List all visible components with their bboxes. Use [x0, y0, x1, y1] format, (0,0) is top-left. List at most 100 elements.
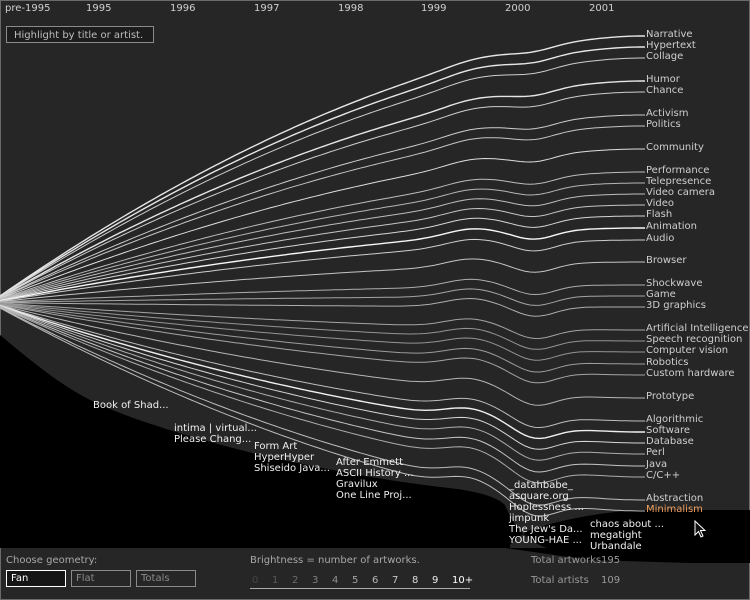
category-label[interactable]: Abstraction: [646, 493, 704, 504]
category-line[interactable]: [0, 302, 645, 340]
artwork-label[interactable]: intima | virtual...: [174, 423, 257, 434]
artwork-label[interactable]: jimpunk: [509, 513, 550, 524]
category-label[interactable]: Computer vision: [646, 345, 729, 356]
category-line[interactable]: [0, 35, 645, 297]
total-artists-label: Total artists: [531, 575, 589, 586]
category-line[interactable]: [0, 306, 645, 484]
category-line[interactable]: [0, 307, 645, 517]
brightness-tick: 5: [352, 575, 359, 586]
category-line[interactable]: [0, 306, 645, 473]
artwork-label[interactable]: Form Art: [254, 441, 298, 452]
category-label[interactable]: Speech recognition: [646, 334, 743, 345]
category-line[interactable]: [0, 182, 645, 300]
category-label[interactable]: Audio: [646, 233, 675, 244]
category-line[interactable]: [0, 57, 645, 298]
category-label[interactable]: Activism: [646, 108, 689, 119]
category-label[interactable]: Performance: [646, 165, 710, 176]
category-label[interactable]: Video: [646, 198, 675, 209]
category-line[interactable]: [0, 125, 645, 299]
category-label[interactable]: Java: [646, 459, 668, 470]
artwork-region-base: [0, 335, 750, 563]
category-label[interactable]: Custom hardware: [646, 368, 735, 379]
category-label[interactable]: Perl: [646, 447, 665, 458]
category-line[interactable]: [0, 171, 645, 300]
category-line[interactable]: [0, 46, 645, 297]
artwork-label[interactable]: Book of Shad...: [93, 400, 169, 411]
highlight-search-input[interactable]: Highlight by title or artist.: [6, 26, 154, 43]
category-label[interactable]: Animation: [646, 221, 697, 232]
brightness-scale-line: [250, 588, 470, 589]
category-line[interactable]: [0, 303, 645, 361]
category-label[interactable]: Video camera: [646, 187, 715, 198]
category-label[interactable]: Browser: [646, 255, 687, 266]
artwork-label[interactable]: Shiseido Java...: [254, 463, 330, 474]
category-label[interactable]: Minimalism: [646, 504, 703, 515]
geometry-option-flat[interactable]: Flat: [71, 570, 131, 587]
artwork-label[interactable]: Gravilux: [336, 479, 378, 490]
artwork-label[interactable]: One Line Proj...: [336, 490, 412, 501]
category-label[interactable]: Robotics: [646, 357, 689, 368]
category-line[interactable]: [0, 307, 645, 506]
category-line[interactable]: [0, 305, 645, 450]
geometry-option-fan[interactable]: Fan: [6, 570, 66, 587]
category-line[interactable]: [0, 304, 645, 429]
category-line[interactable]: [0, 305, 645, 440]
category-label[interactable]: Database: [646, 436, 694, 447]
category-label[interactable]: Politics: [646, 119, 681, 130]
artwork-label[interactable]: HyperHyper: [254, 452, 315, 463]
category-label[interactable]: Algorithmic: [646, 414, 704, 425]
category-line[interactable]: [0, 227, 645, 302]
artwork-label[interactable]: chaos about ...: [590, 519, 665, 530]
category-label[interactable]: Artificial Intelligence: [646, 323, 749, 334]
category-label[interactable]: Flash: [646, 209, 673, 220]
category-line[interactable]: [0, 80, 645, 298]
category-label[interactable]: Humor: [646, 74, 680, 85]
category-label[interactable]: Shockwave: [646, 278, 703, 289]
category-line[interactable]: [0, 278, 645, 303]
category-label[interactable]: Prototype: [646, 391, 695, 402]
year-label: pre-1995: [5, 3, 51, 14]
artwork-label[interactable]: The Jew's Da...: [509, 524, 583, 535]
category-line[interactable]: [0, 258, 645, 303]
category-label[interactable]: 3D graphics: [646, 300, 706, 311]
category-line[interactable]: [0, 297, 645, 317]
category-line[interactable]: [0, 148, 645, 300]
category-label[interactable]: Community: [646, 142, 704, 153]
category-line[interactable]: [0, 304, 645, 406]
category-label[interactable]: Software: [646, 425, 691, 436]
category-label[interactable]: Game: [646, 289, 676, 300]
category-label[interactable]: Narrative: [646, 29, 693, 40]
category-line[interactable]: [0, 238, 645, 302]
brightness-tick: 3: [312, 575, 319, 586]
artwork-label[interactable]: Urbandale: [590, 541, 642, 552]
year-label: 1997: [254, 3, 280, 14]
category-label[interactable]: Collage: [646, 51, 684, 62]
category-line[interactable]: [0, 304, 645, 384]
brightness-label: Brightness = number of artworks.: [250, 555, 420, 566]
category-line[interactable]: [0, 193, 645, 301]
category-line[interactable]: [0, 215, 645, 301]
artwork-label[interactable]: After Emmett: [336, 457, 403, 468]
brightness-tick: 9: [432, 575, 439, 586]
brightness-tick: 2: [292, 575, 299, 586]
artwork-label[interactable]: Hoplessness ...: [509, 502, 584, 513]
artwork-label[interactable]: Please Chang...: [174, 434, 252, 445]
category-line[interactable]: [0, 114, 645, 299]
artwork-label[interactable]: ASCII History ...: [336, 468, 414, 479]
artwork-label[interactable]: YOUNG-HAE ...: [509, 535, 582, 546]
category-label[interactable]: Chance: [646, 85, 684, 96]
category-line[interactable]: [0, 303, 645, 350]
category-line[interactable]: [0, 303, 645, 373]
category-label[interactable]: Hypertext: [646, 40, 696, 51]
category-line[interactable]: [0, 306, 645, 461]
category-line[interactable]: [0, 91, 645, 298]
artwork-label[interactable]: asquare.org: [509, 491, 569, 502]
artwork-label[interactable]: _datahbabe_: [509, 480, 573, 491]
category-label[interactable]: Telepresence: [646, 176, 712, 187]
artwork-label[interactable]: megatight: [590, 530, 642, 541]
category-line[interactable]: [0, 288, 645, 306]
geometry-option-totals[interactable]: Totals: [136, 570, 196, 587]
category-line[interactable]: [0, 204, 645, 301]
category-label[interactable]: C/C++: [646, 470, 681, 481]
